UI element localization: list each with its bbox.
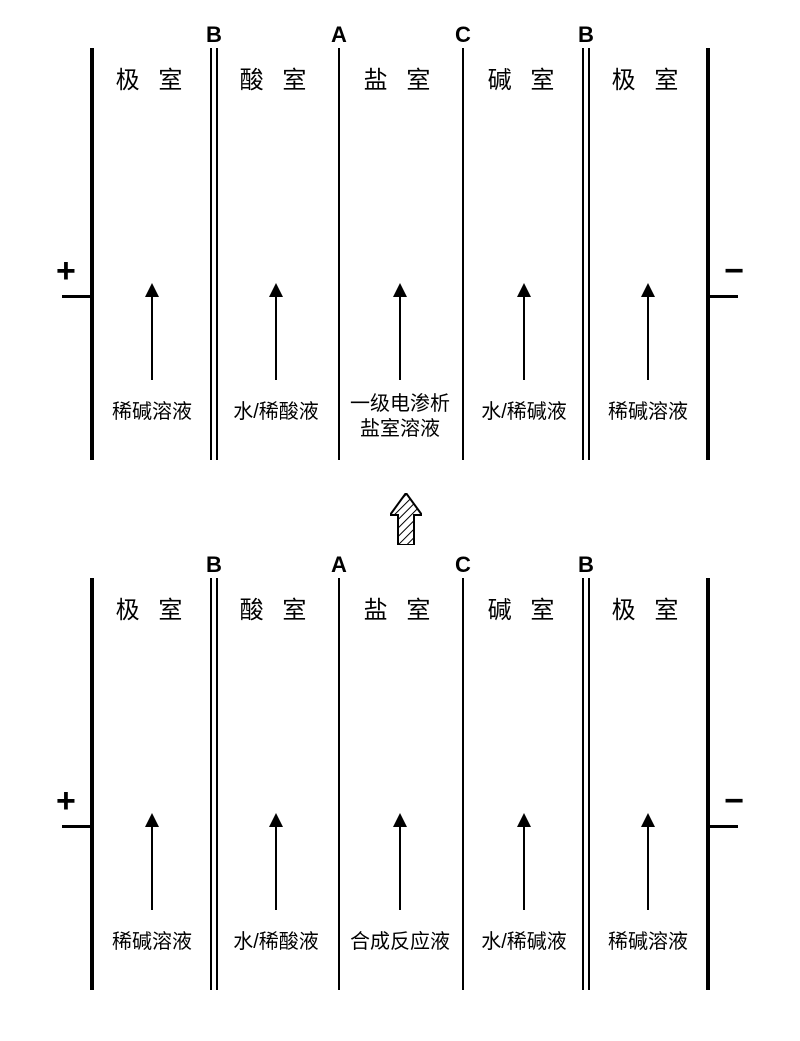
upper-stack: + − B A C B 极 室 酸 室 盐 室 碱 室 极 室 稀碱溶液 水/稀… (90, 20, 710, 460)
electrode-bar-left (62, 295, 90, 298)
chamber-label: 极 室 (116, 590, 189, 625)
flow-arrow-icon (647, 295, 649, 380)
feed-label: 水/稀碱液 (481, 930, 567, 955)
chamber-label: 碱 室 (488, 590, 561, 625)
outer-wall-left (90, 578, 94, 990)
membrane-B (582, 48, 590, 460)
membrane-label: B (578, 22, 594, 48)
chamber-label: 碱 室 (488, 60, 561, 95)
chamber-label: 极 室 (116, 60, 189, 95)
chamber-label: 酸 室 (240, 60, 313, 95)
outer-wall-left (90, 48, 94, 460)
electrodialysis-diagram: + − B A C B 极 室 酸 室 盐 室 碱 室 极 室 稀碱溶液 水/稀… (60, 20, 740, 1020)
feed-label: 水/稀酸液 (233, 930, 319, 955)
electrode-bar-right (710, 295, 738, 298)
chamber-label: 极 室 (612, 60, 685, 95)
membrane-B (582, 578, 590, 990)
membrane-label: A (331, 22, 347, 48)
electrode-sign-positive: + (56, 252, 76, 291)
flow-arrow-icon (275, 295, 277, 380)
feed-label: 水/稀碱液 (481, 400, 567, 425)
flow-arrow-icon (523, 825, 525, 910)
chamber-label: 极 室 (612, 590, 685, 625)
outer-wall-right (706, 48, 710, 460)
electrode-sign-negative: − (724, 252, 744, 291)
outer-wall-right (706, 578, 710, 990)
feed-label: 稀碱溶液 (112, 400, 192, 425)
electrode-sign-negative: − (724, 782, 744, 821)
feed-label: 合成反应液 (350, 930, 450, 955)
chamber-label: 酸 室 (240, 590, 313, 625)
flow-arrow-icon (399, 825, 401, 910)
electrode-sign-positive: + (56, 782, 76, 821)
membrane-B (210, 48, 218, 460)
connector-arrow-icon (390, 493, 422, 541)
feed-label: 稀碱溶液 (112, 930, 192, 955)
feed-label: 水/稀酸液 (233, 400, 319, 425)
membrane-C (462, 48, 464, 460)
chamber-label: 盐 室 (364, 60, 437, 95)
flow-arrow-icon (151, 295, 153, 380)
membrane-label: C (455, 552, 471, 578)
feed-label: 一级电渗析盐室溶液 (350, 392, 450, 442)
membrane-A (338, 578, 340, 990)
membrane-label: A (331, 552, 347, 578)
flow-arrow-icon (275, 825, 277, 910)
membrane-A (338, 48, 340, 460)
membrane-C (462, 578, 464, 990)
electrode-bar-left (62, 825, 90, 828)
feed-label: 稀碱溶液 (608, 930, 688, 955)
lower-stack: + − B A C B 极 室 酸 室 盐 室 碱 室 极 室 稀碱溶液 水/稀… (90, 550, 710, 990)
membrane-label: C (455, 22, 471, 48)
membrane-label: B (206, 22, 222, 48)
flow-arrow-icon (151, 825, 153, 910)
flow-arrow-icon (399, 295, 401, 380)
flow-arrow-icon (523, 295, 525, 380)
membrane-B (210, 578, 218, 990)
feed-label: 稀碱溶液 (608, 400, 688, 425)
chamber-label: 盐 室 (364, 590, 437, 625)
membrane-label: B (206, 552, 222, 578)
membrane-label: B (578, 552, 594, 578)
flow-arrow-icon (647, 825, 649, 910)
electrode-bar-right (710, 825, 738, 828)
